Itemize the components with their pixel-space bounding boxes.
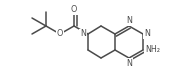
Text: N: N [126,16,132,25]
Text: N: N [144,29,150,38]
Text: N: N [80,29,86,38]
Text: NH₂: NH₂ [145,46,160,55]
Text: N: N [126,59,132,68]
Text: O: O [57,29,63,38]
Text: O: O [71,5,77,14]
